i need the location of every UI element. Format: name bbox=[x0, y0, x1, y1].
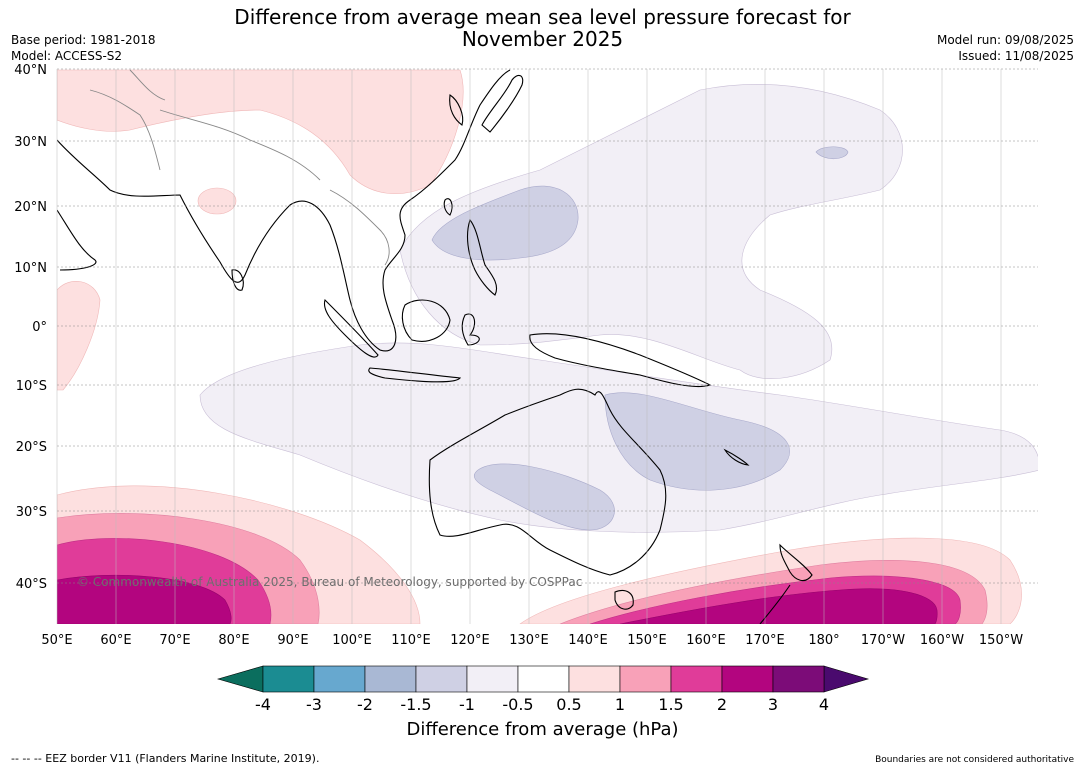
lat-label: 30°N bbox=[14, 135, 47, 150]
colorbar: -4 -3 -2 -1.5 -1 -0.5 0.5 1 1.5 2 3 4 bbox=[216, 665, 870, 714]
anomaly-region-plus-0.5-north bbox=[57, 69, 464, 195]
lon-label: 100°E bbox=[332, 633, 372, 648]
anomaly-region-plus-2-se bbox=[619, 588, 938, 624]
lon-label: 180° bbox=[808, 633, 839, 648]
lon-label: 160°E bbox=[686, 633, 726, 648]
lat-label: 30°S bbox=[16, 505, 47, 520]
new-guinea-coastline bbox=[529, 333, 712, 388]
taiwan-coastline bbox=[443, 198, 453, 216]
colorbar-title: Difference from average (hPa) bbox=[406, 719, 679, 740]
korea-coastline bbox=[449, 94, 464, 126]
latitude-labels: 40°N 30°N 20°N 10°N 0° 10°S 20°S 30°S 40… bbox=[14, 63, 47, 592]
colorbar-cell bbox=[670, 665, 723, 693]
title-line1: Difference from average mean sea level p… bbox=[234, 5, 851, 29]
lon-label: 170°W bbox=[861, 633, 905, 648]
colorbar-cell bbox=[466, 665, 519, 693]
lon-label: 170°E bbox=[745, 633, 785, 648]
copyright-notice: © Commonwealth of Australia 2025, Bureau… bbox=[77, 575, 582, 589]
anomaly-region-plus-2-sw bbox=[57, 574, 232, 624]
lat-label: 40°N bbox=[14, 63, 47, 78]
colorbar-tick-label: -1 bbox=[459, 695, 475, 714]
model-run: Model run: 09/08/2025 bbox=[936, 33, 1074, 47]
anomaly-region-minus-1-c bbox=[474, 463, 615, 531]
title-line2: November 2025 bbox=[461, 27, 624, 51]
anomaly-region-minus-0.5 bbox=[399, 84, 903, 379]
colorbar-tick-label: -2 bbox=[357, 695, 373, 714]
colorbar-cell bbox=[619, 665, 672, 693]
lon-label: 70°E bbox=[159, 633, 190, 648]
colorbar-tick-label: -3 bbox=[306, 695, 322, 714]
colorbar-cell bbox=[721, 665, 774, 693]
country-borders bbox=[89, 69, 390, 266]
lon-label: 160°W bbox=[920, 633, 964, 648]
lon-label: 140°E bbox=[568, 633, 608, 648]
colorbar-tick-label: 1.5 bbox=[658, 695, 683, 714]
lon-label: 60°E bbox=[100, 633, 131, 648]
sumatra-coastline bbox=[323, 298, 379, 358]
sri-lanka-coastline bbox=[231, 269, 244, 291]
longitude-labels: 50°E 60°E 70°E 80°E 90°E 100°E 110°E 120… bbox=[41, 633, 1023, 648]
anomaly-field bbox=[57, 69, 1038, 624]
issued-date: Issued: 11/08/2025 bbox=[958, 49, 1074, 63]
lon-label: 90°E bbox=[277, 633, 308, 648]
border-india-china bbox=[159, 109, 321, 181]
eez-note: -- -- -- EEZ border V11 (Flanders Marine… bbox=[11, 752, 320, 765]
java-coastline bbox=[368, 367, 462, 383]
colorbar-cell bbox=[262, 665, 315, 693]
colorbar-labels: -4 -3 -2 -1.5 -1 -0.5 0.5 1 1.5 2 3 4 bbox=[255, 695, 829, 714]
lon-label: 50°E bbox=[41, 633, 72, 648]
lat-label: 40°S bbox=[16, 577, 47, 592]
colorbar-tick-label: 4 bbox=[819, 695, 829, 714]
base-period: Base period: 1981-2018 bbox=[11, 33, 156, 47]
border-west-asia bbox=[89, 89, 161, 171]
lon-label: 130°E bbox=[509, 633, 549, 648]
colorbar-tick-label: 3 bbox=[768, 695, 778, 714]
lon-label: 80°E bbox=[218, 633, 249, 648]
anomaly-region-plus-0.5-west bbox=[57, 281, 101, 391]
lon-label: 150°E bbox=[627, 633, 667, 648]
lon-label: 150°W bbox=[979, 633, 1023, 648]
colorbar-cell bbox=[772, 665, 825, 693]
lon-label: 110°E bbox=[391, 633, 431, 648]
lat-label: 20°N bbox=[14, 200, 47, 215]
lon-label: 120°E bbox=[450, 633, 490, 648]
anomaly-region-minus-1-b bbox=[604, 392, 790, 491]
new-zealand-coastline bbox=[759, 543, 813, 624]
arabia-coastline bbox=[57, 209, 97, 271]
colorbar-cell bbox=[313, 665, 366, 693]
colorbar-tick-label: 0.5 bbox=[556, 695, 581, 714]
border-central-asia bbox=[129, 69, 166, 101]
colorbar-cells bbox=[262, 665, 825, 693]
colorbar-tick-label: 1 bbox=[615, 695, 625, 714]
colorbar-tick-label: 2 bbox=[717, 695, 727, 714]
border-mainland-sea bbox=[329, 189, 390, 266]
boundary-disclaimer: Boundaries are not considered authoritat… bbox=[875, 755, 1074, 765]
colorbar-cell bbox=[517, 665, 570, 693]
anomaly-spot-plus-0.5-india bbox=[197, 187, 237, 215]
australia-coastline bbox=[428, 388, 667, 576]
colorbar-cell bbox=[364, 665, 417, 693]
colorbar-low-extend bbox=[216, 665, 264, 693]
meta-right: Model run: 09/08/2025 Issued: 11/08/2025 bbox=[937, 32, 1074, 64]
lat-label: 0° bbox=[32, 320, 47, 335]
colorbar-high-extend bbox=[823, 665, 870, 693]
colorbar-cell bbox=[415, 665, 468, 693]
colorbar-tick-label: -0.5 bbox=[502, 695, 533, 714]
new-caledonia-coastline bbox=[723, 448, 750, 466]
borneo-coastline bbox=[401, 299, 451, 342]
graticule bbox=[56, 68, 1038, 624]
colorbar-tick-label: -1.5 bbox=[400, 695, 431, 714]
lat-label: 10°S bbox=[16, 379, 47, 394]
model-name: Model: ACCESS-S2 bbox=[11, 49, 123, 63]
colorbar-cell bbox=[568, 665, 621, 693]
lat-label: 10°N bbox=[14, 261, 47, 276]
colorbar-tick-label: -4 bbox=[255, 695, 271, 714]
japan-coastline bbox=[481, 74, 524, 133]
tasmania-coastline bbox=[614, 589, 634, 610]
sulawesi-coastline bbox=[461, 313, 480, 346]
anomaly-region-minus-1 bbox=[431, 185, 579, 261]
lat-label: 20°S bbox=[16, 440, 47, 455]
meta-left: Base period: 1981-2018 Model: ACCESS-S2 bbox=[11, 32, 156, 64]
